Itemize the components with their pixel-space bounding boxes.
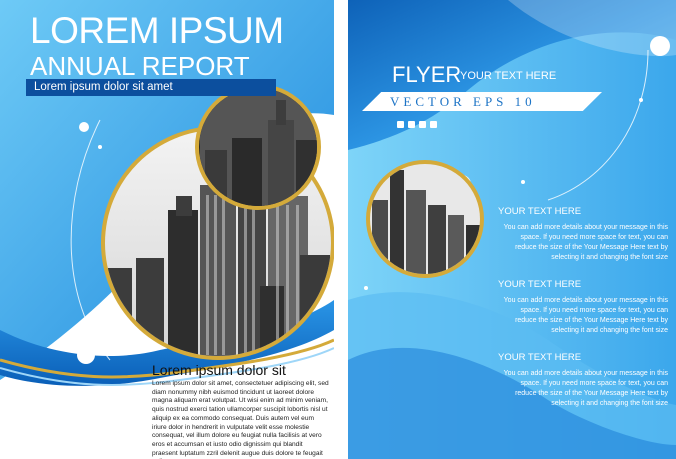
social-square-icon	[397, 121, 404, 128]
flyer-title: FLYER	[392, 62, 462, 87]
section-body-3: You can add more details about your mess…	[503, 370, 668, 407]
subtitle-band	[26, 79, 276, 96]
section-heading: Lorem ipsum dolor sit	[152, 362, 286, 378]
right-page-background	[348, 0, 676, 459]
page-gutter	[334, 0, 348, 459]
right-flyer-page	[348, 0, 676, 459]
social-square-icon	[408, 121, 415, 128]
social-square-icon	[419, 121, 426, 128]
section-body-2: You can add more details about your mess…	[503, 297, 668, 334]
report-subtitle-line: ANNUAL REPORT	[30, 51, 250, 81]
section-heading-1: YOUR TEXT HERE	[498, 206, 582, 217]
section-body-1: You can add more details about your mess…	[503, 224, 668, 261]
body-paragraph: Lorem ipsum dolor sit amet, consectetuer…	[152, 380, 329, 459]
section-heading-3: YOUR TEXT HERE	[498, 352, 582, 363]
flyer-subtitle: YOUR TEXT HERE	[460, 70, 557, 82]
skyline-circle-small	[366, 160, 484, 278]
report-title: LOREM IPSUM	[30, 10, 284, 51]
left-brochure-page: LOREM IPSUM ANNUAL REPORT Lorem ipsum do…	[0, 0, 334, 459]
vector-banner	[362, 92, 602, 111]
social-square-icon	[430, 121, 437, 128]
section-heading-2: YOUR TEXT HERE	[498, 279, 582, 290]
vector-banner-text: VECTOR EPS 10	[390, 94, 536, 109]
skyline-circle-large	[101, 84, 334, 360]
report-tagline: Lorem ipsum dolor sit amet	[34, 81, 173, 93]
